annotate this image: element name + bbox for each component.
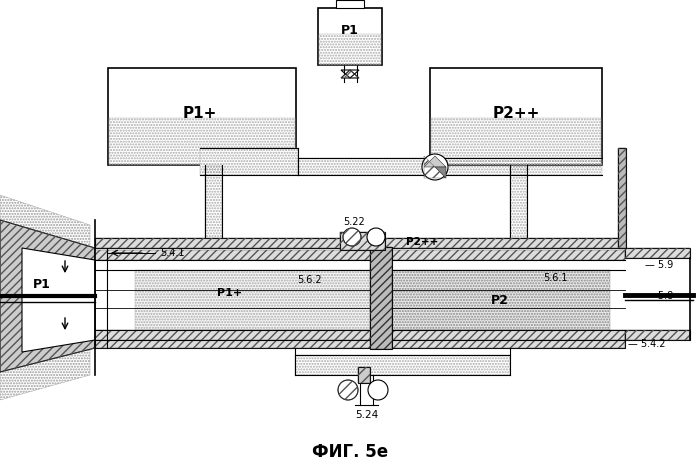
Text: P1: P1 <box>33 278 51 291</box>
Text: P1: P1 <box>341 23 359 36</box>
Polygon shape <box>435 167 446 178</box>
Circle shape <box>368 380 388 400</box>
Bar <box>390 270 610 330</box>
Bar <box>510 165 527 248</box>
Bar <box>625 330 690 340</box>
Text: P2: P2 <box>491 293 509 306</box>
Text: 5.6.1: 5.6.1 <box>542 273 568 283</box>
Text: 5.4.1: 5.4.1 <box>160 248 185 258</box>
Bar <box>95 250 625 260</box>
Bar <box>295 355 510 375</box>
Bar <box>298 158 430 175</box>
Polygon shape <box>0 220 95 372</box>
Text: — 5.4.2: — 5.4.2 <box>628 339 665 349</box>
Bar <box>625 248 690 258</box>
Text: 5.22: 5.22 <box>343 217 365 227</box>
Circle shape <box>343 228 361 246</box>
Bar <box>95 338 625 348</box>
Bar <box>625 330 690 340</box>
Bar <box>618 148 626 248</box>
Bar <box>430 68 602 165</box>
Bar <box>358 367 370 383</box>
Text: 5.6.2: 5.6.2 <box>298 275 322 285</box>
Bar <box>336 0 364 8</box>
Text: P2++: P2++ <box>492 106 540 120</box>
Text: ФИГ. 5е: ФИГ. 5е <box>312 443 388 461</box>
Bar <box>135 270 375 330</box>
Bar <box>205 165 222 248</box>
Bar <box>358 367 370 383</box>
Bar <box>95 250 625 260</box>
Bar <box>95 330 625 340</box>
Bar <box>295 355 510 375</box>
Polygon shape <box>424 156 446 167</box>
Bar <box>370 247 392 349</box>
Bar <box>618 148 626 248</box>
Circle shape <box>422 154 448 180</box>
Bar <box>340 232 385 250</box>
Bar <box>95 338 625 348</box>
Bar <box>95 330 625 340</box>
Bar <box>318 8 382 65</box>
Text: — 5.9: — 5.9 <box>645 260 673 270</box>
Bar <box>319 34 381 65</box>
Bar <box>340 233 385 248</box>
Bar <box>298 158 430 175</box>
Bar <box>200 148 298 175</box>
Bar <box>431 119 601 165</box>
Bar <box>340 232 385 250</box>
Text: P1+: P1+ <box>217 288 243 298</box>
Bar <box>390 270 610 330</box>
Bar <box>625 248 690 258</box>
Bar <box>370 247 392 349</box>
Polygon shape <box>341 70 359 78</box>
Circle shape <box>367 228 385 246</box>
Bar <box>95 238 625 248</box>
Bar <box>430 158 602 175</box>
Text: — 5.8: — 5.8 <box>645 291 673 301</box>
Polygon shape <box>22 248 95 352</box>
Text: P1+: P1+ <box>183 106 217 120</box>
Bar <box>109 119 295 165</box>
Text: P2++: P2++ <box>406 237 438 247</box>
Bar <box>135 270 375 330</box>
Bar <box>95 238 625 248</box>
Bar <box>200 148 298 175</box>
Bar <box>108 68 296 165</box>
Text: 5.24: 5.24 <box>355 410 379 420</box>
Circle shape <box>338 380 358 400</box>
